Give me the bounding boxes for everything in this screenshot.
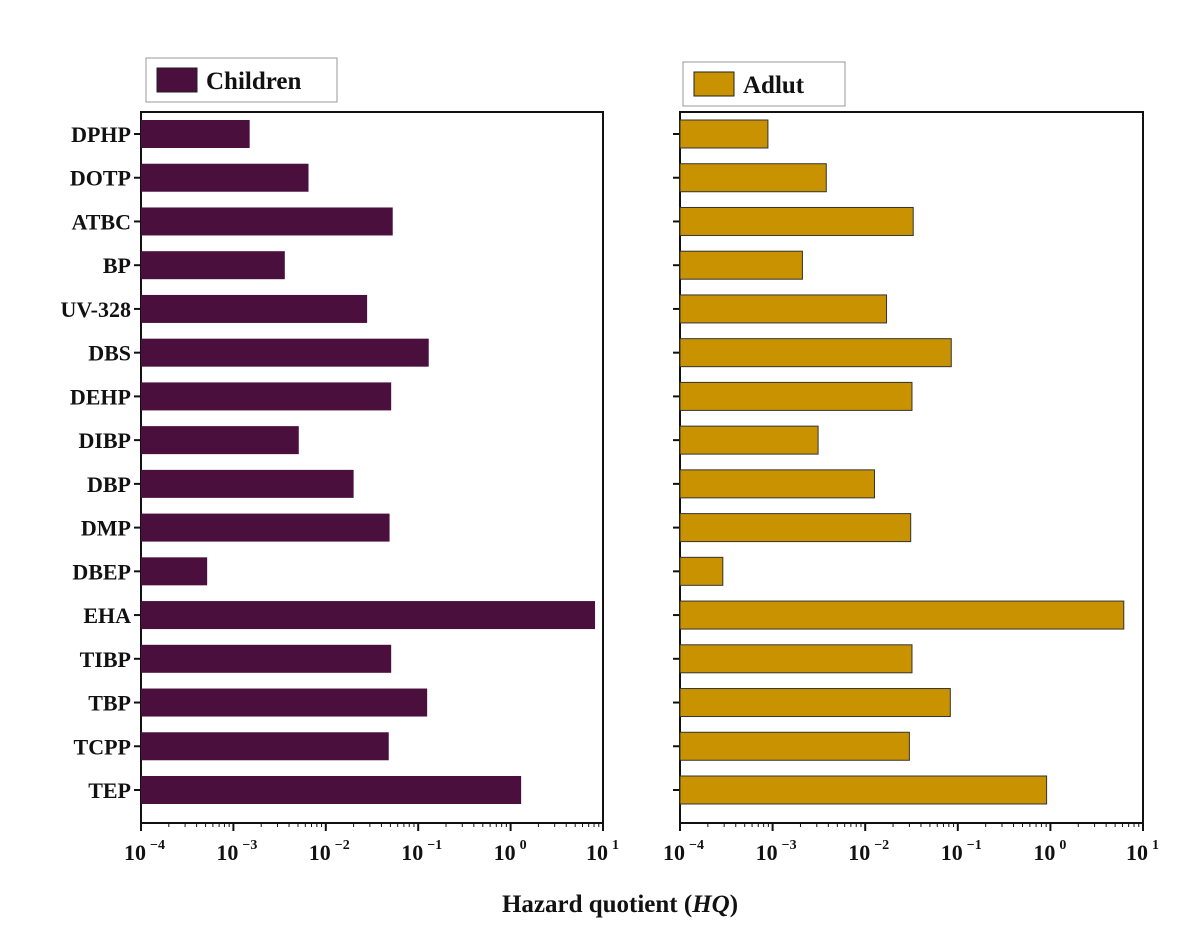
category-label: DBP	[87, 472, 131, 497]
bar-adlut-dehp	[679, 381, 913, 411]
legend-adlut: Adlut	[682, 61, 846, 107]
bar-adlut-atbc	[679, 206, 914, 236]
bar-adlut-dbep	[679, 556, 724, 586]
category-label: TIBP	[80, 647, 131, 672]
x-tick-label: 10	[1126, 840, 1148, 865]
bar-children-dphp	[141, 120, 250, 148]
bar-children-tbp	[141, 688, 428, 717]
bar-children-dbep	[141, 557, 208, 586]
x-tick-exponent: 1	[612, 838, 619, 853]
bar-children-tcpp	[141, 732, 389, 761]
x-tick-label: 10	[494, 840, 516, 865]
bar-children-dmp	[141, 513, 390, 542]
bar-adlut-tibp	[679, 644, 913, 674]
plot-frame	[679, 111, 1144, 824]
bar-adlut-dibp	[679, 425, 819, 455]
category-label: DBS	[88, 341, 131, 366]
bar-adlut-dmp	[679, 513, 912, 543]
bar-adlut-dotp	[679, 163, 827, 193]
legend-label: Adlut	[743, 72, 805, 99]
x-tick-label: 10	[756, 840, 778, 865]
category-label: TCPP	[74, 734, 131, 759]
bar-adlut-dbp	[679, 469, 875, 499]
x-tick-exponent: 0	[1059, 838, 1066, 853]
category-label: UV-328	[61, 297, 131, 322]
x-tick-exponent: 1	[1152, 838, 1159, 853]
x-axis-title: Hazard quotient (HQ)	[502, 891, 738, 918]
bar-adlut-dphp	[679, 119, 769, 149]
bar-children-atbc	[141, 207, 393, 236]
x-tick-exponent: −4	[150, 838, 165, 853]
bar-children-bp	[141, 251, 285, 280]
bar-children-tep	[141, 776, 522, 804]
bar-adlut-dbs	[679, 338, 952, 368]
x-tick-exponent: −4	[689, 838, 704, 853]
bar-adlut-tcpp	[679, 731, 910, 761]
panel-adlut: 10 −4 10 −3 10 −2 10 −1 10 0 10 1 Adlut	[663, 61, 1159, 865]
plot-frame	[140, 111, 604, 824]
bar-children-eha	[141, 601, 596, 630]
bar-adlut-bp	[679, 250, 803, 280]
category-label: EHA	[83, 603, 131, 628]
x-tick-exponent: −3	[242, 838, 257, 853]
category-label: DBEP	[72, 559, 131, 584]
x-tick-label: 10	[216, 840, 238, 865]
category-label: BP	[103, 253, 131, 278]
category-label: DMP	[81, 516, 131, 541]
category-label: DPHP	[71, 122, 131, 147]
x-tick-label: 10	[124, 840, 146, 865]
x-tick-label: 10	[663, 840, 685, 865]
x-tick-exponent: −2	[874, 838, 889, 853]
x-tick-exponent: −1	[427, 838, 442, 853]
x-tick-exponent: −1	[967, 838, 982, 853]
bar-adlut-uv-328	[679, 294, 888, 324]
bar-children-dbs	[141, 338, 429, 367]
bar-children-dibp	[141, 426, 299, 455]
bar-children-dotp	[141, 163, 309, 192]
category-label: TEP	[88, 778, 131, 803]
x-tick-label: 10	[401, 840, 423, 865]
x-tick-exponent: −3	[782, 838, 797, 853]
legend-swatch	[156, 67, 198, 93]
bar-children-dbp	[141, 469, 354, 498]
legend-children: Children	[145, 57, 338, 103]
legend-swatch	[693, 71, 735, 97]
x-tick-exponent: 0	[520, 838, 527, 853]
bar-adlut-eha	[679, 600, 1125, 630]
x-tick-label: 10	[941, 840, 963, 865]
category-label: DIBP	[78, 428, 131, 453]
category-label: DEHP	[70, 384, 131, 409]
bar-children-dehp	[141, 382, 392, 411]
bar-children-tibp	[141, 644, 392, 673]
x-tick-exponent: −2	[335, 838, 350, 853]
x-tick-label: 10	[586, 840, 608, 865]
category-label: DOTP	[70, 166, 131, 191]
bar-adlut-tep	[679, 775, 1048, 805]
x-tick-label: 10	[1033, 840, 1055, 865]
panel-children: DPHP DOTP ATBC BP UV-328 DBS DEHP DIBP DBP DMP DBE…	[61, 57, 619, 865]
bar-adlut-tbp	[679, 688, 951, 718]
category-label: TBP	[88, 691, 131, 716]
x-tick-label: 10	[309, 840, 331, 865]
category-label: ATBC	[72, 209, 132, 234]
bar-children-uv-328	[141, 294, 368, 323]
x-tick-label: 10	[848, 840, 870, 865]
legend-label: Children	[206, 68, 301, 95]
